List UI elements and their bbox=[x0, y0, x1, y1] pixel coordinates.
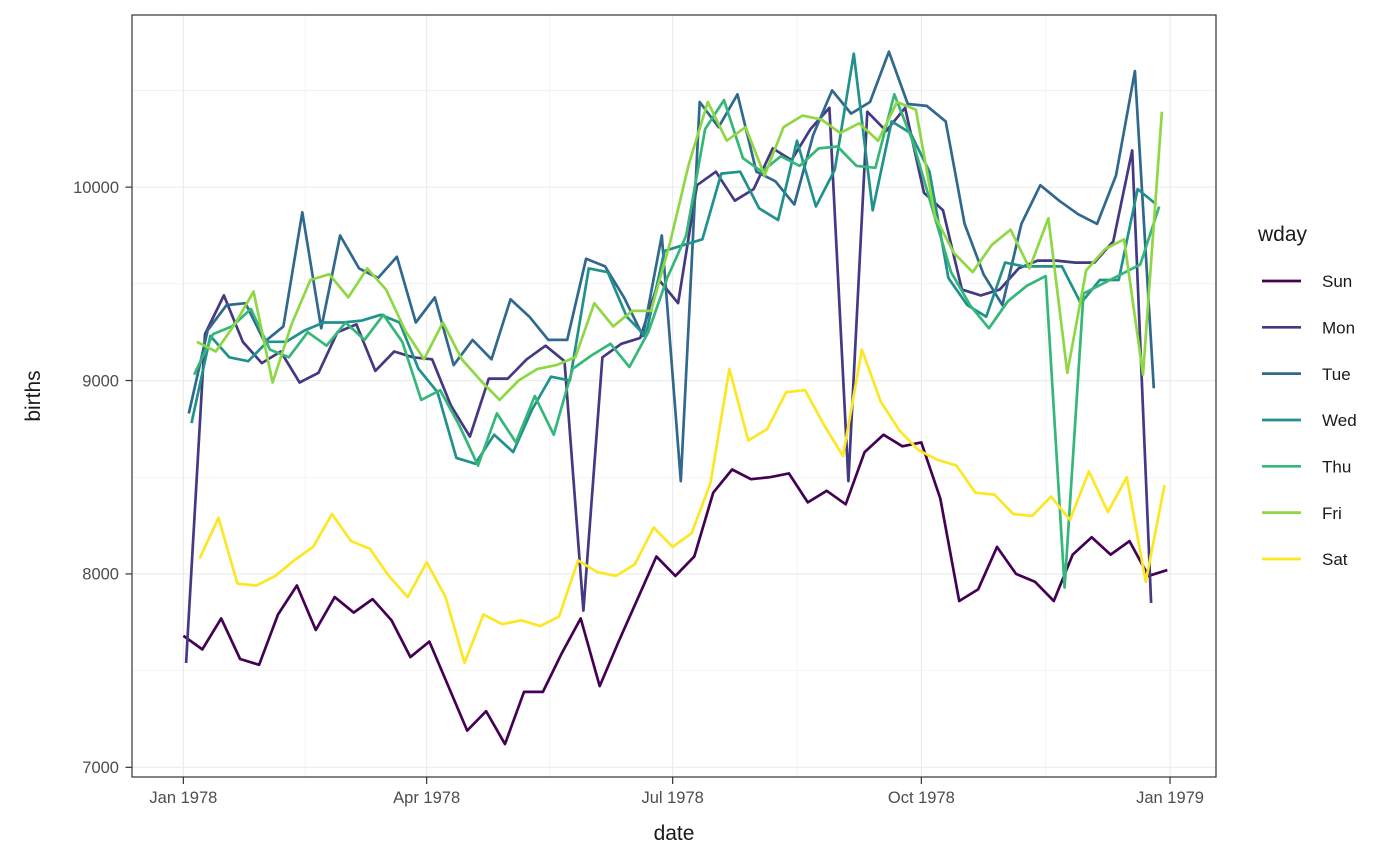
legend-label-fri: Fri bbox=[1322, 504, 1342, 523]
legend-item-wed: Wed bbox=[1262, 411, 1357, 430]
series-line-fri bbox=[196, 100, 1164, 402]
series-line-wed bbox=[190, 52, 1158, 466]
y-tick-label: 8000 bbox=[82, 566, 119, 584]
y-tick-label: 9000 bbox=[82, 372, 119, 390]
legend-item-thu: Thu bbox=[1262, 458, 1351, 477]
x-tick-label: Jul 1978 bbox=[641, 789, 703, 807]
legend-label-wed: Wed bbox=[1322, 411, 1357, 430]
y-axis-title: births bbox=[22, 370, 45, 421]
legend-label-mon: Mon bbox=[1322, 319, 1355, 338]
legend-title: wday bbox=[1257, 223, 1308, 246]
legend-item-sun: Sun bbox=[1262, 272, 1352, 291]
legend: Sun Mon Tue Wed Thu Fri Sat bbox=[1262, 272, 1357, 569]
y-tick-label: 7000 bbox=[82, 759, 119, 777]
x-tick-label: Jan 1979 bbox=[1136, 789, 1204, 807]
y-tick-label: 10000 bbox=[73, 179, 119, 197]
legend-item-sat: Sat bbox=[1262, 550, 1348, 569]
legend-label-tue: Tue bbox=[1322, 365, 1351, 384]
series-line-sat bbox=[198, 348, 1166, 665]
series-line-thu bbox=[192, 92, 1161, 589]
x-tick-label: Apr 1978 bbox=[393, 789, 460, 807]
x-tick-label: Jan 1978 bbox=[149, 789, 217, 807]
legend-label-sat: Sat bbox=[1322, 550, 1348, 569]
legend-item-tue: Tue bbox=[1262, 365, 1351, 384]
series-line-tue bbox=[187, 50, 1156, 483]
y-axis-tick-labels: 7000 8000 9000 10000 bbox=[73, 179, 119, 777]
x-axis-title: date bbox=[654, 822, 695, 845]
panel-border bbox=[131, 14, 1217, 778]
series-line-sun bbox=[182, 433, 1168, 746]
series-lines bbox=[182, 50, 1168, 746]
x-axis-tick-labels: Jan 1978 Apr 1978 Jul 1978 Oct 1978 Jan 1979 bbox=[149, 789, 1204, 807]
x-tick-label: Oct 1978 bbox=[888, 789, 955, 807]
legend-label-thu: Thu bbox=[1322, 458, 1351, 477]
axis-tick-marks bbox=[125, 186, 1171, 784]
series-line-mon bbox=[184, 106, 1153, 663]
legend-item-mon: Mon bbox=[1262, 319, 1355, 338]
legend-label-sun: Sun bbox=[1322, 272, 1352, 291]
legend-item-fri: Fri bbox=[1262, 504, 1342, 523]
